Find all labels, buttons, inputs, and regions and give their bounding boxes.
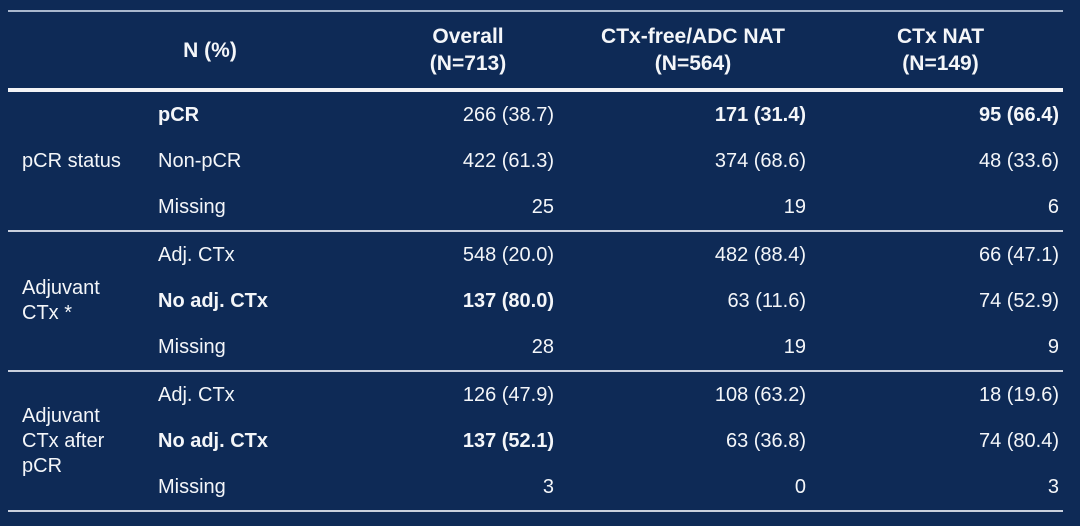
- value-cell: 137 (52.1): [462, 429, 555, 452]
- column-header-ctx-free-line1: CTx-free/ADC NAT: [601, 25, 785, 48]
- table-row-after-pcr-adj-ctx: Adjuvant CTx after pCR Adj. CTx 126 (47.…: [8, 370, 1064, 511]
- value-cell: 63 (11.6): [727, 289, 807, 312]
- value-cell: 9: [1047, 335, 1060, 358]
- group-label-adjuvant-ctx-after-pcr: Adjuvant CTx after pCR: [8, 370, 156, 511]
- row-label-missing: Missing: [158, 195, 226, 218]
- column-header-ctx-nat-line2: (N=149): [902, 52, 979, 75]
- table-row-adj-ctx-missing: Missing 28 19 9: [8, 324, 1063, 371]
- column-header-ctx-free-line2: (N=564): [654, 52, 732, 75]
- row-label-adj-ctx: Adj. CTx: [156, 230, 369, 278]
- value-cell: 482 (88.4): [568, 230, 819, 278]
- value-cell: 548 (20.0): [368, 230, 569, 278]
- value-cell: 266 (38.7): [462, 103, 555, 126]
- table-row-adj-ctx: Adjuvant CTx * Adj. CTx 548 (20.0) 482 (…: [8, 230, 1064, 371]
- table-row-after-pcr-missing: Missing 3 0 3: [8, 464, 1063, 511]
- value-cell: 66 (47.1): [818, 230, 1064, 278]
- value-cell: 171 (31.4): [714, 103, 807, 126]
- value-cell: 63 (36.8): [725, 429, 807, 452]
- value-cell: 18 (19.6): [818, 370, 1064, 418]
- column-header-overall-line2: (N=713): [429, 52, 507, 75]
- value-cell: 3: [1047, 475, 1060, 498]
- value-cell: 25: [531, 195, 555, 218]
- row-label-non-pcr: Non-pCR: [158, 149, 242, 172]
- table-row-no-adj-ctx: No adj. CTx 137 (80.0) 63 (11.6) 74 (52.…: [8, 278, 1063, 324]
- table-row-non-pcr: Non-pCR 422 (61.3) 374 (68.6) 48 (33.6): [8, 138, 1063, 184]
- column-header-ctx-free-adc-nat: CTx-free/ADC NAT (N=564): [568, 11, 819, 92]
- corner-header-n-percent: N (%): [8, 11, 369, 92]
- value-cell: 126 (47.9): [368, 370, 569, 418]
- header-row: N (%) Overall (N=713) CTx-free/ADC NAT (…: [8, 11, 1064, 92]
- row-label-no-adj-ctx: No adj. CTx: [158, 289, 269, 312]
- value-cell: 0: [794, 475, 807, 498]
- table-row-pcr-missing: Missing 25 19 6: [8, 184, 1063, 231]
- table-row-pcr: pCR status pCR 266 (38.7) 171 (31.4) 95 …: [8, 90, 1063, 172]
- value-cell: 6: [1047, 195, 1060, 218]
- value-cell: 74 (80.4): [978, 429, 1060, 452]
- table-row-after-pcr-no-adj-ctx: No adj. CTx 137 (52.1) 63 (36.8) 74 (80.…: [8, 418, 1063, 464]
- value-cell: 422 (61.3): [462, 149, 555, 172]
- row-label-missing: Missing: [158, 335, 226, 358]
- treatment-outcomes-table: N (%) Overall (N=713) CTx-free/ADC NAT (…: [8, 10, 1064, 512]
- column-header-ctx-nat-line1: CTx NAT: [896, 25, 985, 48]
- value-cell: 108 (63.2): [568, 370, 819, 418]
- row-label-adj-ctx: Adj. CTx: [156, 370, 369, 418]
- column-header-overall-line1: Overall: [432, 25, 504, 48]
- value-cell: 28: [531, 335, 555, 358]
- row-label-no-adj-ctx: No adj. CTx: [158, 429, 269, 452]
- row-label-missing: Missing: [158, 475, 226, 498]
- table-container: N (%) Overall (N=713) CTx-free/ADC NAT (…: [8, 10, 1064, 512]
- value-cell: 137 (80.0): [462, 289, 555, 312]
- value-cell: 74 (52.9): [978, 289, 1060, 312]
- column-header-ctx-nat: CTx NAT (N=149): [818, 11, 1064, 92]
- value-cell: 374 (68.6): [714, 149, 807, 172]
- row-label-pcr: pCR: [158, 103, 200, 126]
- value-cell: 95 (66.4): [978, 103, 1060, 126]
- column-header-overall: Overall (N=713): [368, 11, 569, 92]
- group-label-adjuvant-ctx: Adjuvant CTx *: [8, 230, 156, 371]
- value-cell: 19: [783, 335, 807, 358]
- group-label-pcr-status: pCR status: [22, 149, 121, 172]
- value-cell: 19: [783, 195, 807, 218]
- value-cell: 48 (33.6): [978, 149, 1060, 172]
- value-cell: 3: [542, 475, 555, 498]
